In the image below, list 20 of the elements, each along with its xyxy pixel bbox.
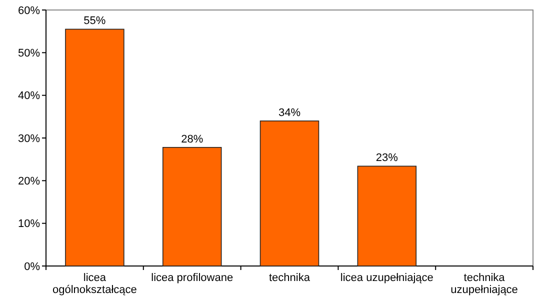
data-label: 34% [278,106,301,119]
y-tick-label: 10% [18,218,40,230]
y-tick-label: 40% [18,90,40,102]
bar [162,146,222,266]
y-tick-label: 20% [18,176,40,188]
x-tick-label: technika uzupełniające [450,272,518,296]
x-tick-label: licea profilowane [151,272,234,284]
x-tick-label: technika [269,272,311,284]
data-label: 28% [181,133,204,146]
x-tick-label: licea ogólnokształcące [52,272,137,296]
y-tick-label: 50% [18,48,40,60]
bar [260,120,320,266]
bar [65,28,124,266]
bar [357,166,417,266]
y-tick-label: 30% [18,132,40,145]
data-label: 23% [376,152,398,164]
y-tick-label: 0% [24,260,40,273]
data-label: 55% [84,15,106,28]
x-tick-label: licea uzupełniające [340,272,434,284]
y-tick-label: 60% [18,4,40,17]
